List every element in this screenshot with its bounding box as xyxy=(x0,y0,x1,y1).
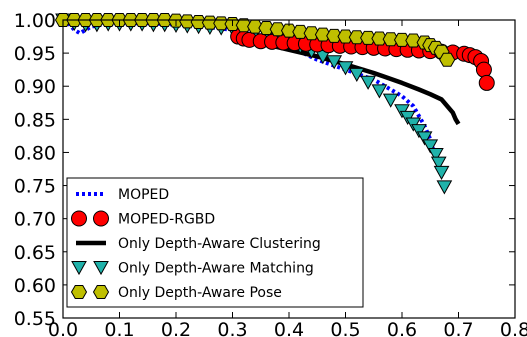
legend: MOPED MOPED-RGBD Only Depth-Aware Clusteri… xyxy=(66,177,364,308)
data-point xyxy=(303,26,320,41)
x-tick-label: 0.6 xyxy=(387,319,417,337)
x-tick-label: 0.5 xyxy=(330,319,360,337)
data-point xyxy=(235,18,252,33)
data-point xyxy=(416,131,433,146)
y-tick-label: 0.85 xyxy=(14,109,56,131)
data-point xyxy=(393,32,411,47)
legend-entry: MOPED xyxy=(76,187,169,203)
y-tick-label: 0.95 xyxy=(14,43,56,65)
y-tick-label: 0.70 xyxy=(14,209,56,231)
x-tick-label: 0.8 xyxy=(500,319,527,337)
data-point xyxy=(430,156,447,171)
data-point xyxy=(314,27,331,42)
data-point xyxy=(371,31,388,46)
y-tick-label: 0.90 xyxy=(14,76,56,98)
data-point xyxy=(475,61,492,78)
data-point xyxy=(337,61,354,76)
data-point xyxy=(405,33,422,48)
data-point xyxy=(439,52,456,67)
data-point xyxy=(292,24,309,39)
data-point xyxy=(326,28,343,43)
data-point xyxy=(201,15,218,30)
data-point xyxy=(436,180,453,195)
data-point xyxy=(382,32,399,47)
series-line xyxy=(260,40,461,126)
data-point xyxy=(337,29,354,44)
data-point xyxy=(428,147,444,163)
x-tick-label: 0.7 xyxy=(443,319,473,337)
legend-marker xyxy=(71,261,87,276)
legend-label: Only Depth-Aware Matching xyxy=(118,261,314,277)
legend-marker xyxy=(93,261,109,276)
legend-marker xyxy=(71,210,87,227)
y-tick-label: 0.60 xyxy=(14,275,56,297)
legend-marker xyxy=(93,210,109,227)
legend-entry: Only Depth-Aware Pose xyxy=(70,285,282,301)
data-point xyxy=(360,30,377,45)
x-tick-label: 0.1 xyxy=(104,319,134,337)
legend-label: Only Depth-Aware Pose xyxy=(118,285,282,301)
data-point xyxy=(280,23,298,38)
data-point xyxy=(478,74,495,91)
data-point xyxy=(371,84,388,99)
legend-label: Only Depth-Aware Clustering xyxy=(118,236,321,252)
axes: 0.0 0.1 0.2 0.3 0.4 0.5 0.6 0.7 0.8 0.55 0.60 0.65 0… xyxy=(14,10,527,337)
legend-marker xyxy=(92,285,110,299)
y-tick-label: 0.55 xyxy=(14,308,56,330)
data-point xyxy=(269,22,286,37)
data-point xyxy=(348,67,365,82)
data-point xyxy=(348,30,365,45)
data-point xyxy=(433,165,450,180)
plot-area xyxy=(54,13,495,195)
data-point xyxy=(382,93,399,108)
data-point xyxy=(326,55,343,70)
data-point xyxy=(258,20,275,35)
series-only-depth-aware-clustering xyxy=(260,40,461,126)
x-tick-label: 0.3 xyxy=(217,319,247,337)
data-point xyxy=(411,124,427,139)
legend-label: MOPED xyxy=(118,187,169,203)
legend-entry: Only Depth-Aware Clustering xyxy=(76,236,321,252)
data-point xyxy=(422,139,439,154)
data-point xyxy=(179,14,196,29)
data-point xyxy=(360,75,376,90)
y-tick-label: 0.65 xyxy=(14,242,56,264)
legend-marker xyxy=(70,285,88,299)
y-tick-label: 0.75 xyxy=(14,176,56,198)
x-tick-label: 0.2 xyxy=(161,319,191,337)
x-tick-label: 0.0 xyxy=(48,319,78,337)
legend-entry: Only Depth-Aware Matching xyxy=(71,261,314,277)
x-tick-label: 0.4 xyxy=(274,319,304,337)
data-point xyxy=(190,14,207,29)
series-only-depth-aware-pose xyxy=(54,13,456,67)
y-tick-label: 1.00 xyxy=(14,10,56,32)
legend-box xyxy=(66,177,364,308)
legend-entry: MOPED-RGBD xyxy=(71,210,215,228)
y-tick-label: 0.80 xyxy=(14,142,56,164)
legend-label: MOPED-RGBD xyxy=(118,212,215,228)
